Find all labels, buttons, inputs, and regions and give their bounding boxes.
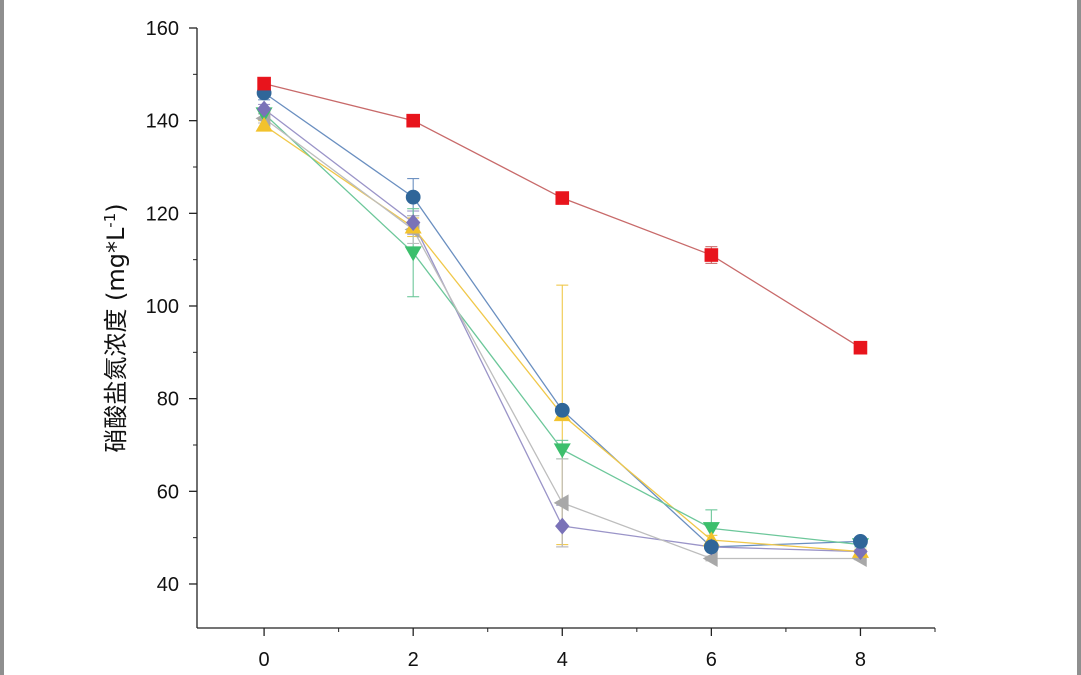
- right-frame-edge: [1077, 0, 1081, 675]
- data-point-circle: [554, 402, 570, 418]
- markers: [255, 76, 869, 568]
- data-point-triangle-down: [702, 522, 720, 537]
- y-tick-label: 40: [157, 574, 179, 596]
- y-tick-label: 160: [146, 18, 179, 40]
- data-point-square: [257, 76, 271, 91]
- y-tick-label: 120: [146, 203, 179, 225]
- data-point-square: [853, 340, 868, 355]
- y-axis-title: 硝酸盐氮浓度 (mg*L-1): [101, 203, 130, 452]
- y-tick-label: 80: [157, 389, 179, 411]
- data-point-square: [406, 113, 420, 128]
- y-tick-label: 140: [146, 111, 179, 133]
- data-point-diamond: [555, 517, 570, 535]
- left-frame-edge: [0, 0, 4, 675]
- data-point-diamond: [256, 100, 272, 118]
- data-point-circle: [703, 539, 719, 555]
- y-tick-label: 60: [157, 481, 179, 503]
- x-ticks: [263, 628, 936, 636]
- x-tick-label: 4: [557, 649, 568, 671]
- data-point-square: [704, 248, 719, 262]
- y-tick-labels: 40 60 80 100 120 140 160: [146, 18, 179, 596]
- data-point-triangle-left: [702, 549, 718, 568]
- data-point-triangle-up: [255, 116, 273, 132]
- data-point-diamond: [405, 214, 421, 232]
- y-axis-title-main: 硝酸盐氮浓度 (mg*L: [102, 227, 130, 453]
- x-tick-label: 0: [259, 649, 270, 671]
- data-point-triangle-down: [553, 443, 571, 459]
- y-tick-label: 100: [146, 296, 179, 318]
- y-axis-title-suffix: ): [102, 203, 130, 212]
- data-point-circle: [405, 189, 421, 205]
- x-tick-label: 2: [408, 649, 419, 671]
- x-tick-label: 8: [855, 649, 866, 671]
- data-point-square: [555, 191, 570, 205]
- y-ticks: [189, 27, 197, 585]
- x-tick-label: 6: [706, 649, 717, 671]
- data-point-circle: [853, 533, 868, 549]
- data-point-triangle-down: [404, 246, 422, 262]
- data-point-triangle-left: [553, 494, 569, 512]
- axes: [196, 28, 935, 629]
- y-axis-title-superscript: -1: [101, 213, 119, 228]
- x-tick-labels: 0 2 4 6 8: [259, 649, 866, 671]
